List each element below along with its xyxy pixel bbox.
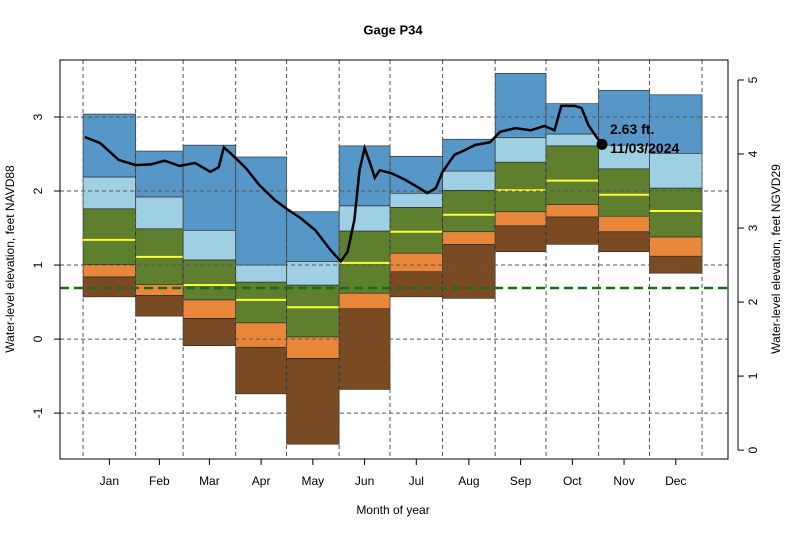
- x-tick-label: Jun: [355, 474, 374, 488]
- band: [338, 145, 391, 207]
- band: [235, 264, 287, 283]
- band: [135, 196, 184, 230]
- x-tick-label: Sep: [510, 474, 532, 488]
- band: [82, 208, 136, 265]
- band: [235, 156, 287, 266]
- band: [182, 318, 236, 347]
- band: [649, 152, 703, 189]
- band: [338, 308, 391, 390]
- band: [442, 244, 496, 299]
- band: [182, 229, 236, 261]
- band: [598, 215, 650, 233]
- y-tick-label: 1: [31, 261, 45, 268]
- daily-line: [84, 104, 603, 264]
- annotation-date: 11/03/2024: [610, 140, 680, 156]
- x-axis-label: Month of year: [356, 503, 429, 517]
- band: [598, 90, 650, 146]
- band: [494, 211, 547, 227]
- band: [389, 271, 443, 298]
- band: [442, 231, 496, 245]
- band: [286, 284, 340, 338]
- y-tick-label: 2: [31, 187, 45, 194]
- y-tick-label: -1: [31, 407, 45, 418]
- y2-tick-label: 1: [746, 372, 760, 379]
- band: [494, 161, 547, 213]
- band: [235, 322, 287, 348]
- band: [598, 168, 650, 217]
- band: [135, 295, 184, 317]
- x-tick-label: Feb: [149, 474, 170, 488]
- band: [182, 259, 236, 301]
- x-tick-label: May: [302, 474, 325, 488]
- y2-tick-label: 5: [746, 76, 760, 83]
- x-tick-label: Dec: [665, 474, 686, 488]
- y2-tick-label: 0: [746, 446, 760, 453]
- band: [286, 211, 340, 262]
- band: [389, 207, 443, 254]
- annotation-value: 2.63 ft.: [610, 121, 654, 137]
- band: [649, 94, 703, 154]
- band: [286, 336, 340, 359]
- band: [494, 225, 547, 253]
- band: [235, 346, 287, 395]
- y-axis-label: Water-level elevation, feet NAVD88: [3, 165, 17, 353]
- y2-axis-label: Water-level elevation, feet NGVD29: [769, 164, 783, 354]
- band: [135, 283, 184, 296]
- current-point: [596, 138, 608, 150]
- y2-tick-label: 3: [746, 224, 760, 231]
- x-tick-label: Apr: [252, 474, 271, 488]
- band: [82, 113, 136, 178]
- band: [389, 252, 443, 273]
- y-tick-label: 3: [31, 113, 45, 120]
- band: [545, 216, 599, 245]
- x-tick-label: Nov: [613, 474, 634, 488]
- x-tick-label: Aug: [458, 474, 479, 488]
- band: [545, 145, 599, 205]
- y-tick-label: 0: [31, 335, 45, 342]
- x-tick-label: Oct: [563, 474, 582, 488]
- band: [649, 236, 703, 257]
- band: [82, 264, 136, 278]
- band: [338, 205, 391, 232]
- x-tick-label: Jan: [100, 474, 119, 488]
- x-tick-label: Mar: [199, 474, 220, 488]
- band: [338, 292, 391, 310]
- band: [494, 137, 547, 163]
- band: [649, 187, 703, 238]
- band: [442, 189, 496, 233]
- band: [182, 299, 236, 319]
- band: [135, 150, 184, 198]
- band: [286, 358, 340, 445]
- band: [545, 133, 599, 147]
- band: [442, 170, 496, 191]
- chart-title: Gage P34: [363, 22, 423, 37]
- band: [442, 138, 496, 172]
- band: [182, 144, 236, 231]
- band: [82, 176, 136, 210]
- band: [545, 204, 599, 218]
- band: [598, 231, 650, 253]
- band: [389, 192, 443, 208]
- y2-tick-label: 2: [746, 298, 760, 305]
- x-tick-label: Jul: [409, 474, 424, 488]
- y2-tick-label: 4: [746, 150, 760, 157]
